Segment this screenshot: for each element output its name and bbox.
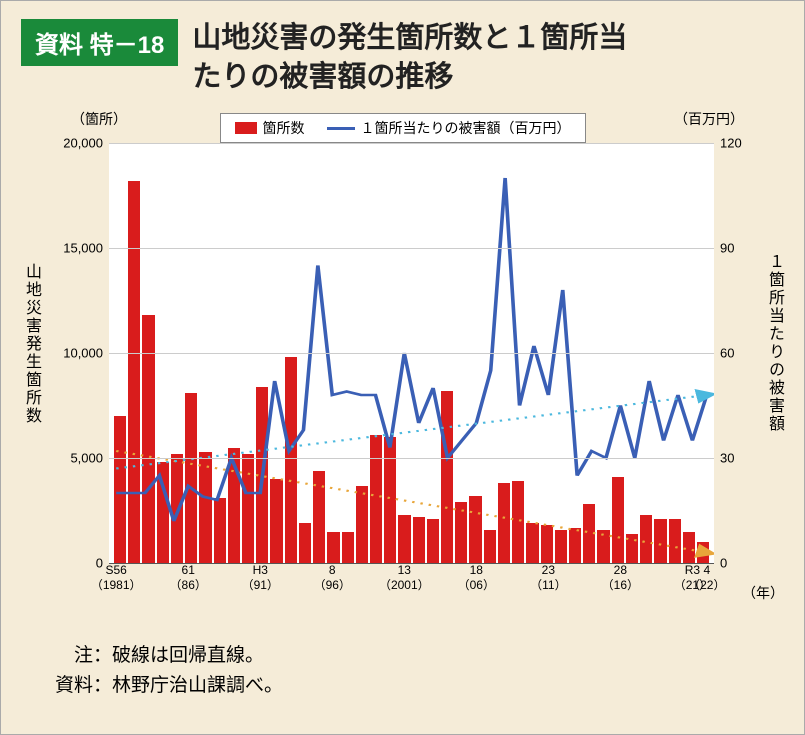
y-unit-right: （百万円）: [674, 109, 744, 129]
header: 資料 特－18 山地災害の発生箇所数と１箇所当 たりの被害額の推移: [1, 1, 804, 105]
note-line-2: 資料：林野庁治山課調べ。: [55, 671, 764, 700]
y-tick-left: 0: [96, 556, 103, 571]
bar: [313, 471, 325, 563]
bar-swatch: [235, 122, 257, 134]
bar: [612, 477, 624, 563]
y-tick-left: 15,000: [63, 241, 103, 256]
x-tick: 61（86）: [170, 563, 207, 592]
x-axis-line: [109, 563, 714, 564]
title-line-1: 山地災害の発生箇所数と１箇所当: [192, 22, 627, 54]
x-tick: H3（91）: [242, 563, 279, 592]
y-tick-right: 90: [720, 241, 734, 256]
legend-line-label: １箇所当たりの被害額（百万円）: [361, 118, 571, 138]
bar: [228, 448, 240, 564]
bar: [398, 515, 410, 563]
x-tick: 23（11）: [530, 563, 566, 592]
bar: [569, 528, 581, 564]
figure-badge: 資料 特－18: [21, 19, 178, 66]
bar: [541, 525, 553, 563]
bar: [427, 519, 439, 563]
bar: [697, 542, 709, 563]
bar: [342, 532, 354, 564]
bar: [597, 530, 609, 564]
y-tick-right: 0: [720, 556, 727, 571]
bar: [285, 357, 297, 563]
bar: [370, 435, 382, 563]
y-unit-left: （箇所）: [71, 109, 127, 129]
bar: [384, 437, 396, 563]
bar: [555, 530, 567, 564]
bar: [299, 523, 311, 563]
y-tick-right: 120: [720, 136, 742, 151]
bar: [526, 523, 538, 563]
legend-line: １箇所当たりの被害額（百万円）: [327, 118, 571, 138]
bar: [512, 481, 524, 563]
bar: [214, 498, 226, 563]
y-axis-label-right: １箇所当たりの被害額: [762, 253, 786, 433]
bar: [327, 532, 339, 564]
grid-line: [109, 353, 714, 354]
bar: [640, 515, 652, 563]
bar: [157, 462, 169, 563]
bar: [185, 393, 197, 563]
bar: [242, 454, 254, 563]
bar: [626, 534, 638, 563]
chart-area: 箇所数 １箇所当たりの被害額（百万円） （箇所） （百万円） （年） 山地災害発…: [31, 113, 774, 633]
bar: [356, 486, 368, 564]
grid-line: [109, 248, 714, 249]
bar: [469, 496, 481, 563]
bar: [270, 479, 282, 563]
bar: [199, 452, 211, 563]
legend-bar-label: 箇所数: [263, 118, 305, 138]
y-tick-right: 60: [720, 346, 734, 361]
x-tick: 13（2001）: [379, 563, 430, 592]
y-tick-left: 5,000: [70, 451, 103, 466]
bar: [441, 391, 453, 563]
figure-notes: 注：破線は回帰直線。 資料：林野庁治山課調べ。: [1, 633, 804, 700]
note-line-1: 注：破線は回帰直線。: [55, 641, 764, 670]
plot-area: S56（1981）61（86）H3（91）8（96）13（2001）18（06）…: [109, 143, 714, 563]
title-line-2: たりの被害額の推移: [192, 61, 453, 93]
bar: [256, 387, 268, 563]
line-swatch: [327, 127, 355, 130]
bar: [669, 519, 681, 563]
bar: [128, 181, 140, 563]
x-tick: 18（06）: [458, 563, 495, 592]
x-axis-ticks: S56（1981）61（86）H3（91）8（96）13（2001）18（06）…: [109, 563, 714, 623]
bar: [413, 517, 425, 563]
x-tick: 28（16）: [602, 563, 639, 592]
bar: [683, 532, 695, 564]
bar: [583, 504, 595, 563]
grid-line: [109, 458, 714, 459]
bar: [484, 530, 496, 564]
x-tick: 8（96）: [314, 563, 351, 592]
y-tick-right: 30: [720, 451, 734, 466]
bar: [498, 483, 510, 563]
legend: 箇所数 １箇所当たりの被害額（百万円）: [220, 113, 586, 143]
bar: [114, 416, 126, 563]
figure-card: 資料 特－18 山地災害の発生箇所数と１箇所当 たりの被害額の推移 箇所数 １箇…: [0, 0, 805, 735]
y-tick-left: 10,000: [63, 346, 103, 361]
x-unit: （年）: [742, 583, 784, 603]
y-axis-label-left: 山地災害発生箇所数: [19, 263, 43, 425]
legend-bar: 箇所数: [235, 118, 305, 138]
bar: [654, 519, 666, 563]
bar: [455, 502, 467, 563]
grid-line: [109, 143, 714, 144]
figure-title: 山地災害の発生箇所数と１箇所当 たりの被害額の推移: [192, 19, 627, 97]
y-tick-left: 20,000: [63, 136, 103, 151]
bar: [171, 454, 183, 563]
